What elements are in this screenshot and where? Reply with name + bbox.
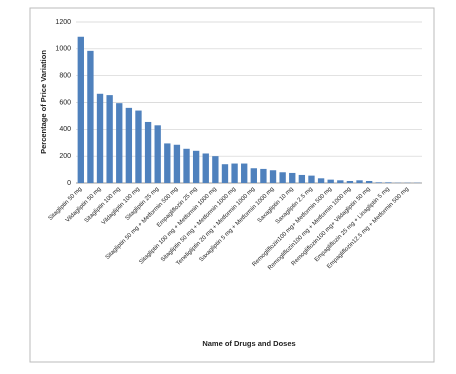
y-axis-label: Percentage of Price Variation: [39, 50, 48, 154]
y-tick-label: 200: [59, 153, 71, 160]
bar: [347, 181, 353, 183]
bar: [164, 143, 170, 183]
bar: [145, 122, 151, 183]
bar: [251, 168, 257, 183]
bar: [241, 164, 247, 183]
bar: [87, 51, 93, 183]
y-tick-label: 600: [59, 99, 71, 106]
bar: [376, 182, 382, 183]
bar: [270, 170, 276, 183]
bar: [260, 169, 266, 183]
y-tick-label: 1200: [55, 19, 71, 26]
bar: [279, 172, 285, 183]
y-tick-label: 800: [59, 73, 71, 80]
bar: [299, 175, 305, 183]
y-tick-label: 400: [59, 126, 71, 133]
bar: [385, 182, 391, 183]
bar: [356, 180, 362, 183]
bar: [78, 37, 84, 183]
bar: [337, 180, 343, 183]
bar: [126, 108, 132, 183]
bar: [231, 164, 237, 183]
bar: [318, 178, 324, 183]
bar: [308, 176, 314, 183]
bar: [203, 153, 209, 183]
bar: [193, 151, 199, 183]
bar: [212, 156, 218, 183]
bar: [183, 149, 189, 183]
bar: [174, 145, 180, 183]
x-axis-label: Name of Drugs and Doses: [202, 339, 295, 348]
bar: [222, 164, 228, 183]
bar: [366, 181, 372, 183]
y-tick-label: 1000: [55, 46, 71, 53]
bar: [116, 103, 122, 183]
bar: [155, 125, 161, 183]
bar: [106, 95, 112, 183]
bar: [328, 180, 334, 183]
bar: [289, 173, 295, 183]
y-tick-label: 0: [67, 180, 71, 187]
bar: [97, 94, 103, 183]
bar: [135, 111, 141, 183]
